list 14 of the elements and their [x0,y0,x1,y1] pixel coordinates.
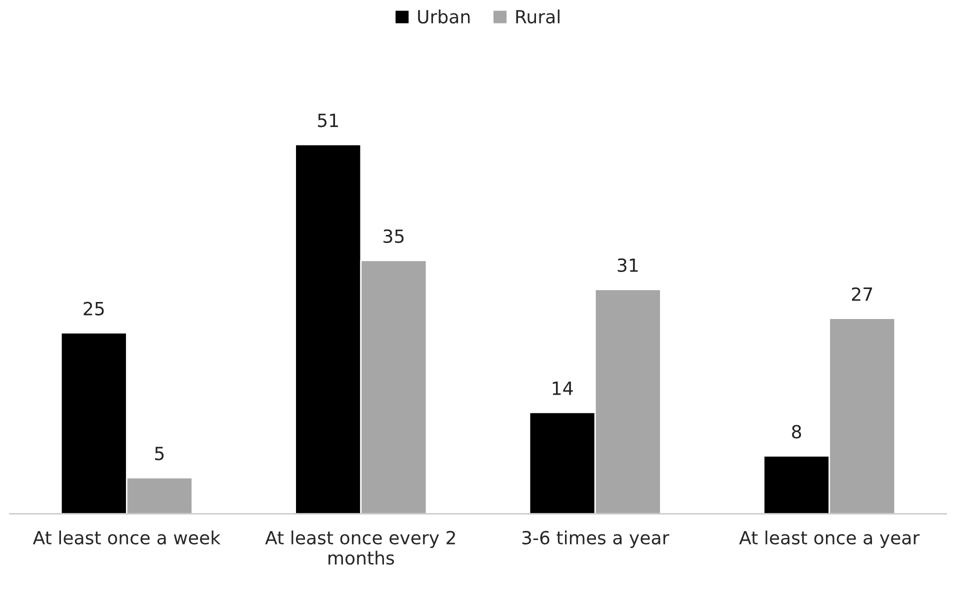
x-tick-label: At least once a year [739,530,920,548]
data-label: 5 [155,446,164,460]
data-label: 31 [618,258,638,272]
data-label: 25 [84,302,104,316]
legend-label: Rural [516,10,560,24]
legend-label: Urban [418,10,470,24]
x-tick-label: 3-6 times a year [522,530,670,548]
data-label: 8 [792,424,802,439]
x-tick-label: At least once every 2 months [265,530,455,565]
data-label: 35 [384,229,404,244]
data-label: 27 [852,287,872,301]
x-tick-label: At least once a week [32,530,221,544]
data-label: 51 [318,114,338,128]
data-label: 14 [552,382,573,395]
